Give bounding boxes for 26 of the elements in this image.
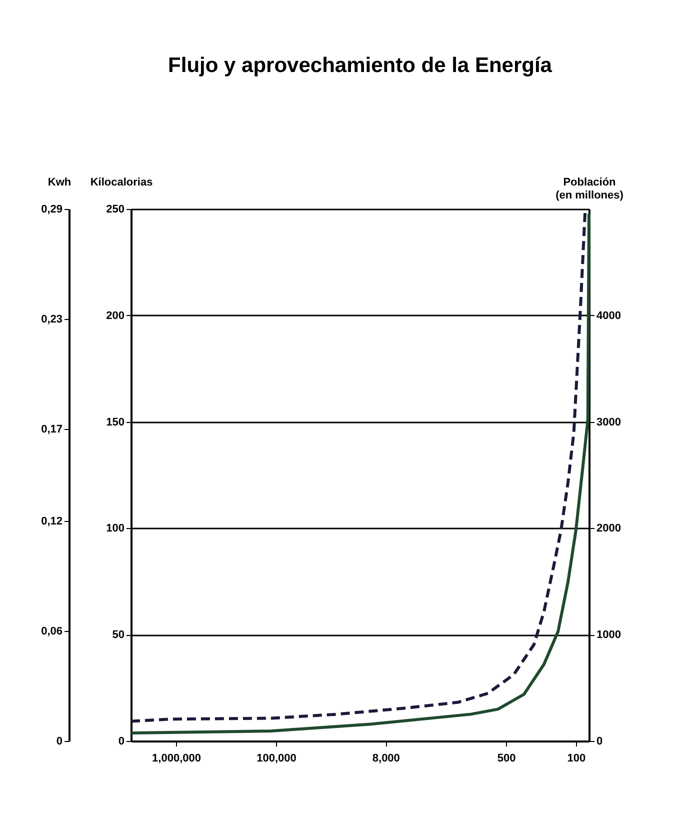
- chart-title: Flujo y aprovechamiento de la Energía: [168, 54, 552, 77]
- y3-tick-label: 0: [56, 736, 62, 748]
- y-tick-label: 50: [112, 629, 124, 642]
- y3-tick-label: 0,06: [41, 625, 62, 638]
- y2-tick-label: 3000: [596, 416, 621, 428]
- y3-tick-label: 0,23: [41, 314, 62, 326]
- y-tick-label: 100: [106, 522, 124, 535]
- y3-tick-label: 0,17: [41, 424, 62, 436]
- x-tick-label: 1,000,000: [152, 752, 201, 764]
- x-tick-label: 100,000: [256, 752, 296, 764]
- y-tick-label: 200: [106, 310, 124, 322]
- y2-axis-title: Población (en millones): [556, 176, 624, 202]
- x-tick-label: 500: [497, 752, 516, 764]
- y2-tick-label: 2000: [596, 522, 621, 535]
- y-tick-label: 0: [118, 736, 124, 748]
- y2-tick-label: 1000: [596, 629, 621, 642]
- y-tick-label: 150: [106, 416, 124, 428]
- y3-tick-label: 0,29: [41, 204, 62, 216]
- x-tick-label: 100: [567, 752, 586, 764]
- y2-tick-label: 0: [596, 736, 603, 748]
- y2-tick-label: 4000: [596, 310, 621, 322]
- x-tick-label: 8,000: [372, 752, 400, 764]
- y3-tick-label: 0,12: [41, 515, 62, 528]
- y-axis-title: Kilocalorias: [90, 176, 153, 188]
- y-tick-label: 250: [106, 204, 124, 216]
- y3-axis-title: Kwh: [48, 176, 72, 188]
